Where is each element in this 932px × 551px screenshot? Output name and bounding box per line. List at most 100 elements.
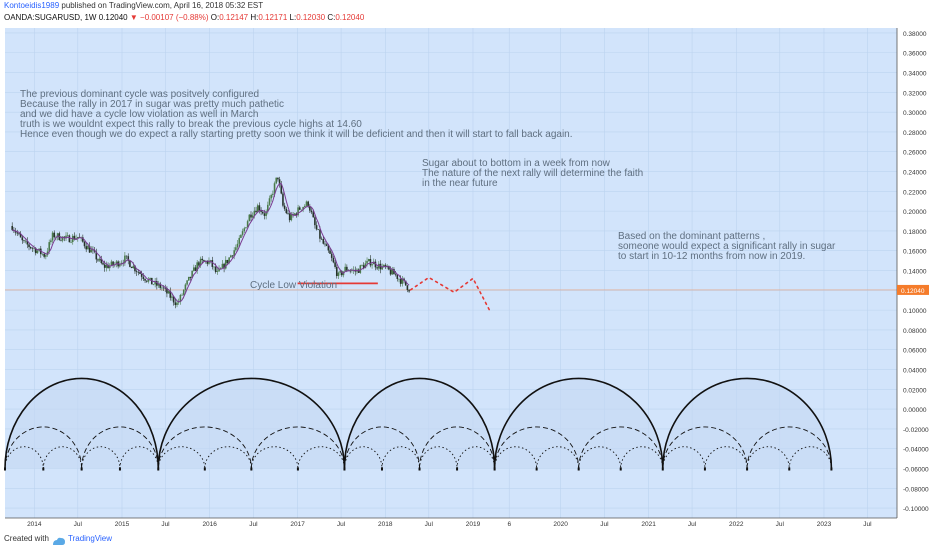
candle-body	[376, 267, 378, 269]
candle-body	[255, 210, 257, 213]
candle-body	[68, 235, 71, 243]
candle-body	[149, 277, 151, 280]
candle-body	[169, 290, 172, 298]
annotation-cycle-low[interactable]: Cycle Low Violation	[250, 280, 338, 291]
candle-body	[388, 265, 390, 270]
price-chart[interactable]: 0.38000 0.36000 0.34000 0.32000 0.30000 0.280…	[0, 28, 932, 528]
candle-body	[260, 210, 262, 212]
candle-body	[29, 246, 32, 249]
annotation-line: someone would expect a significant rally…	[618, 241, 836, 252]
created-with-label: Created with	[4, 534, 49, 543]
quarter-cycle-arc	[620, 446, 664, 469]
candle-body	[14, 230, 17, 233]
annotation-line: to start in 10-12 months from now in 201…	[618, 251, 806, 262]
chart-plot-area[interactable]: 0.38000 0.36000 0.34000 0.32000 0.30000 0.280…	[0, 28, 932, 528]
cycle-low-marker	[577, 467, 580, 471]
candle-body	[224, 259, 227, 269]
cycle-low-marker	[157, 467, 160, 471]
candle-body	[236, 243, 239, 248]
candle-body	[152, 284, 155, 285]
candle-body	[285, 208, 288, 214]
cycle-low-marker	[250, 467, 253, 471]
half-cycle-arc	[746, 426, 832, 469]
candle-body	[253, 210, 256, 216]
candle-body	[240, 234, 242, 238]
candle-body	[233, 250, 235, 257]
last-price-tag	[897, 284, 929, 295]
candle-body	[332, 257, 335, 263]
candle-body	[43, 253, 45, 257]
candle-body	[189, 276, 192, 278]
candle-body	[219, 267, 222, 269]
candle-body	[364, 263, 367, 269]
quarter-cycle-arc	[119, 446, 159, 469]
candle-body	[193, 267, 195, 271]
candle-body	[46, 251, 49, 256]
candle-body	[105, 264, 108, 268]
candle-body	[330, 253, 333, 258]
publish-info: published on TradingView.com, April 16, …	[61, 1, 264, 10]
cycle-low-marker	[80, 467, 83, 471]
candle-body	[396, 274, 399, 279]
quarter-cycle-arc	[81, 446, 121, 469]
candle-body	[226, 259, 229, 264]
y-tick-label: 0.36000	[903, 51, 927, 58]
x-tick-label: Jul	[688, 521, 697, 528]
quarter-cycle-arc	[344, 446, 383, 469]
annotation-bottom[interactable]: Sugar about to bottom in a week from now…	[422, 159, 643, 189]
x-tick-label: 2015	[115, 521, 130, 528]
candle-body	[258, 205, 261, 211]
candle-body	[171, 296, 173, 298]
candle-body	[322, 238, 325, 244]
candle-body	[273, 183, 276, 194]
annotation-patterns[interactable]: Based on the dominant patterns , someone…	[618, 232, 835, 262]
candle-body	[263, 213, 266, 216]
quarter-cycle-arc	[746, 446, 790, 469]
candle-body	[248, 214, 251, 222]
candle-body	[231, 255, 234, 257]
last-price-tag-label: 0.12040	[901, 288, 925, 295]
half-cycle-arc	[344, 426, 420, 469]
author-link[interactable]: Kontoeidis1989	[4, 1, 60, 10]
candle-body	[167, 290, 170, 294]
candle-body	[201, 258, 204, 261]
candle-body	[214, 266, 217, 272]
candle-body	[295, 213, 298, 216]
x-tick-label: Jul	[425, 521, 434, 528]
candle-body	[124, 255, 126, 264]
cycle-fill	[158, 379, 345, 469]
open-label: O:	[210, 13, 220, 22]
y-tick-label: 0.10000	[903, 308, 927, 315]
candle-body	[245, 227, 247, 229]
candle-body	[102, 263, 104, 265]
candle-body	[73, 235, 76, 240]
dominant-cycle-arc	[343, 377, 496, 469]
candle-body	[95, 251, 98, 260]
y-tick-label: 0.30000	[903, 110, 927, 117]
candle-body	[275, 177, 278, 184]
candle-body	[140, 273, 143, 277]
cycle-low-marker	[456, 467, 459, 471]
tradingview-brand-link[interactable]: TradingView	[68, 534, 113, 543]
candle-body	[176, 302, 178, 306]
half-cycle-arc	[81, 426, 159, 469]
candle-body	[268, 198, 271, 205]
x-tick-label: 2017	[290, 521, 305, 528]
quarter-cycle-arc	[494, 446, 538, 469]
candle-body	[250, 214, 252, 218]
candle-body	[223, 263, 225, 269]
candle-body	[137, 272, 140, 273]
candle-body	[218, 268, 220, 272]
candle-body	[34, 248, 37, 254]
symbol-label[interactable]: OANDA:SUGARUSD, 1W	[4, 13, 97, 22]
candle-body	[243, 228, 246, 232]
candle-body	[134, 265, 136, 272]
annotation-dominant-cycle[interactable]: The previous dominant cycle was positvel…	[20, 90, 573, 140]
candle-body	[314, 217, 316, 226]
y-tick-label: 0.06000	[903, 348, 927, 355]
quarter-cycle-arc	[419, 446, 458, 469]
candle-body	[282, 193, 284, 206]
y-tick-label: 0.28000	[903, 130, 927, 137]
candle-body	[48, 242, 51, 252]
annotation-line: Because the rally in 2017 in sugar was p…	[20, 99, 285, 110]
